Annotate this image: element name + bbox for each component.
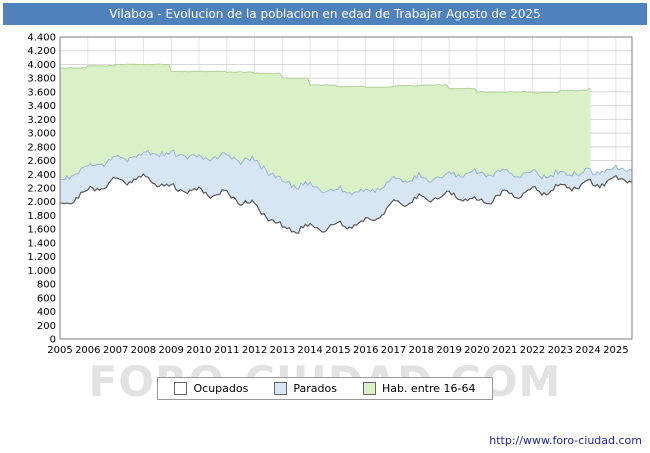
x-axis-label: 2016 (353, 345, 378, 356)
x-axis-label: 2013 (270, 345, 295, 356)
x-axis-label: 2012 (242, 345, 267, 356)
series-line-hab-16-64 (60, 63, 591, 94)
foro-ciudad-url[interactable]: http://www.foro-ciudad.com (489, 434, 642, 447)
y-axis-label: 4.000 (27, 60, 56, 71)
y-axis-label: 1.000 (27, 266, 56, 277)
legend-swatch-parados (274, 382, 288, 395)
x-axis-label: 2024 (575, 345, 600, 356)
y-axis-label: 200 (37, 321, 56, 332)
x-axis-label: 2020 (464, 345, 489, 356)
y-axis-label: 2.000 (27, 197, 56, 208)
y-axis-label: 1.400 (27, 238, 56, 249)
y-axis-label: 0 (50, 335, 56, 346)
legend-label-hab-16-64: Hab. entre 16-64 (381, 382, 476, 395)
legend-label-parados: Parados (293, 382, 337, 395)
x-axis-label: 2015 (325, 345, 350, 356)
y-axis-label: 3.000 (27, 129, 56, 140)
x-axis-label: 2007 (103, 345, 128, 356)
y-axis-label: 3.200 (27, 115, 56, 126)
chart-title-bar: Vilaboa - Evolucion de la poblacion en e… (3, 3, 647, 25)
chart-title: Vilaboa - Evolucion de la poblacion en e… (109, 7, 541, 21)
series-line-ocupados (59, 173, 633, 234)
series-area-ocupados (60, 174, 633, 339)
y-axis-label: 600 (37, 293, 56, 304)
plot-border (59, 36, 633, 340)
y-axis-label: 1.800 (27, 211, 56, 222)
y-axis-label: 3.400 (27, 101, 56, 112)
x-axis-label: 2025 (603, 345, 628, 356)
x-axis-label: 2018 (409, 345, 434, 356)
x-axis-label: 2009 (158, 345, 183, 356)
x-axis-label: 2021 (492, 345, 517, 356)
x-axis-label: 2006 (75, 345, 100, 356)
series-line-parados (59, 149, 633, 196)
y-axis-label: 2.800 (27, 142, 56, 153)
chart-legend: Ocupados Parados Hab. entre 16-64 (157, 377, 493, 400)
legend-swatch-hab-16-64 (362, 382, 376, 395)
x-axis-label: 2010 (186, 345, 211, 356)
legend-item-parados: Parados (274, 382, 337, 395)
x-axis-label: 2014 (297, 345, 322, 356)
legend-row: FORO-CIUDAD.COM Ocupados Parados Hab. en… (0, 357, 650, 406)
x-axis-label: 2023 (548, 345, 573, 356)
population-evolution-chart: 0 200 400 600 800 1.000 1.200 1.400 1.600 1.800 2.… (27, 33, 633, 356)
y-axis-label: 2.400 (27, 170, 56, 181)
y-axis-label: 4.200 (27, 46, 56, 57)
x-axis-label: 2019 (436, 345, 461, 356)
x-axis-label: 2017 (381, 345, 406, 356)
y-axis-label: 400 (37, 307, 56, 318)
legend-swatch-ocupados (174, 382, 188, 395)
y-axis-label: 1.600 (27, 225, 56, 236)
y-axis-label: 800 (37, 280, 56, 291)
y-axis-label: 3.800 (27, 74, 56, 85)
legend-label-ocupados: Ocupados (193, 382, 249, 395)
x-axis-label: 2005 (47, 345, 72, 356)
y-axis-label: 2.600 (27, 156, 56, 167)
y-axis-label: 1.200 (27, 252, 56, 263)
y-axis-label: 3.600 (27, 87, 56, 98)
x-axis-label: 2022 (520, 345, 545, 356)
y-axis-label: 2.200 (27, 184, 56, 195)
y-axis-label: 4.400 (27, 33, 56, 44)
x-axis-label: 2011 (214, 345, 239, 356)
x-axis-label: 2008 (131, 345, 156, 356)
legend-item-ocupados: Ocupados (174, 382, 248, 395)
legend-item-hab-16-64: Hab. entre 16-64 (362, 382, 476, 395)
